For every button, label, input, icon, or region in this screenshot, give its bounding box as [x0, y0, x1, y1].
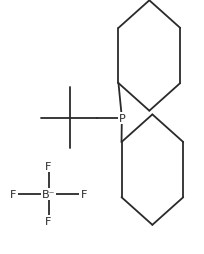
Text: B⁻: B⁻ — [42, 189, 55, 199]
Text: P: P — [118, 113, 125, 123]
Text: F: F — [80, 189, 86, 199]
Text: F: F — [45, 162, 51, 172]
Text: F: F — [10, 189, 17, 199]
Text: F: F — [45, 216, 51, 226]
